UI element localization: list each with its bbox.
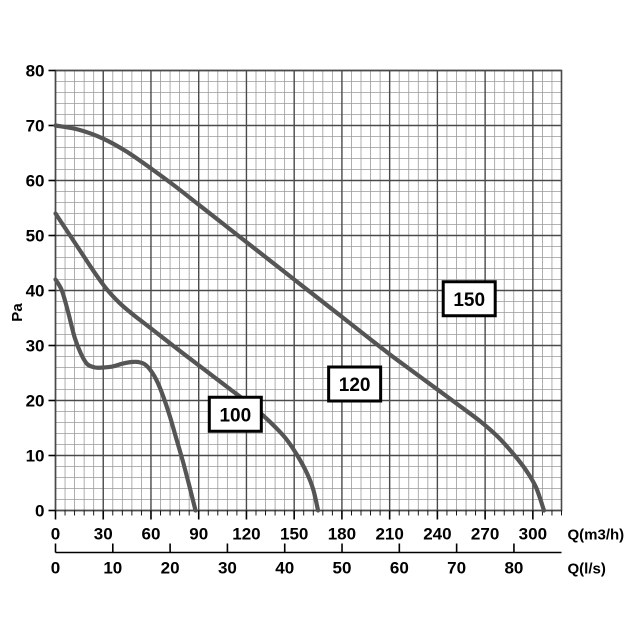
primary-x-tick-label: 60 — [142, 525, 161, 544]
secondary-x-tick-label: 50 — [333, 559, 352, 578]
curve-tag-150-box — [441, 280, 497, 318]
y-tick-label: 70 — [26, 117, 45, 136]
y-axis-title: Pa — [9, 303, 26, 322]
primary-x-tick-label: 90 — [189, 525, 208, 544]
primary-x-tick-label: 0 — [51, 525, 60, 544]
curve-tag-120-label: 120 — [339, 375, 371, 396]
curve-tag-100-label: 100 — [219, 405, 251, 426]
secondary-x-tick-label: 10 — [103, 559, 122, 578]
curve-tag-120-box — [327, 365, 383, 403]
y-tick-label: 80 — [26, 62, 45, 81]
primary-x-tick-label: 270 — [471, 525, 499, 544]
secondary-x-tick-label: 40 — [275, 559, 294, 578]
curve-tag-120: 120 — [327, 365, 383, 403]
secondary-x-tick-label: 30 — [218, 559, 237, 578]
curve-120 — [53, 211, 321, 513]
primary-x-tick-label: 300 — [519, 525, 547, 544]
primary-x-tick-label: 150 — [280, 525, 308, 544]
primary-x-tick-label: 180 — [328, 525, 356, 544]
curve-tags: 100 120 150 — [207, 280, 497, 433]
y-tick-label: 50 — [26, 227, 45, 246]
secondary-x-tick-label: 60 — [390, 559, 409, 578]
y-axis: 0 10 20 30 40 50 60 70 80 — [26, 62, 56, 521]
y-tick-label: 20 — [26, 392, 45, 411]
curve-tag-100: 100 — [207, 395, 263, 433]
secondary-x-tick-label: 70 — [447, 559, 466, 578]
secondary-x-tick-label: 0 — [51, 559, 60, 578]
y-tick-label: 0 — [35, 502, 44, 521]
curve-150 — [53, 123, 547, 513]
curve-tag-100-box — [207, 395, 263, 433]
secondary-x-axis: 0 10 20 30 40 50 60 70 80 Q(l/s) — [51, 543, 606, 578]
primary-x-tick-label: 30 — [94, 525, 113, 544]
y-tick-label: 10 — [26, 447, 45, 466]
curve-tag-150-label: 150 — [453, 290, 485, 311]
y-tick-label: 60 — [26, 172, 45, 191]
curve-100 — [53, 277, 198, 513]
secondary-x-tick-label: 80 — [504, 559, 523, 578]
y-tick-label: 30 — [26, 337, 45, 356]
secondary-x-tick-label: 20 — [161, 559, 180, 578]
primary-x-tick-label: 120 — [232, 525, 260, 544]
primary-x-tick-label: 210 — [375, 525, 403, 544]
primary-x-axis-title: Q(m3/h) — [568, 527, 625, 544]
secondary-x-axis-title: Q(l/s) — [568, 561, 606, 578]
primary-x-axis: 0 30 60 90 120 150 180 210 240 270 300 Q(m3/h) — [51, 510, 625, 544]
data-curves — [53, 123, 547, 513]
curve-tag-150: 150 — [441, 280, 497, 318]
y-tick-label: 40 — [26, 282, 45, 301]
primary-x-tick-label: 240 — [423, 525, 451, 544]
